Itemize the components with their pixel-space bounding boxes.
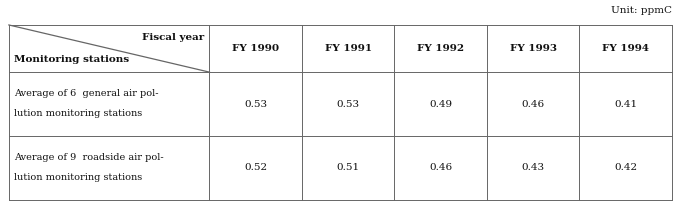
Text: 0.42: 0.42 [614, 163, 637, 172]
Text: FY 1991: FY 1991 [324, 44, 372, 53]
Text: 0.53: 0.53 [244, 99, 267, 109]
Text: Average of 9  roadside air pol-: Average of 9 roadside air pol- [14, 152, 163, 161]
Text: FY 1994: FY 1994 [602, 44, 649, 53]
Text: 0.52: 0.52 [244, 163, 267, 172]
Text: FY 1993: FY 1993 [509, 44, 557, 53]
Text: lution monitoring stations: lution monitoring stations [14, 109, 142, 118]
Text: Average of 6  general air pol-: Average of 6 general air pol- [14, 89, 158, 98]
Text: 0.46: 0.46 [522, 99, 545, 109]
Text: Fiscal year: Fiscal year [141, 33, 204, 42]
Text: 0.51: 0.51 [337, 163, 360, 172]
Text: Monitoring stations: Monitoring stations [14, 55, 129, 64]
Text: FY 1992: FY 1992 [417, 44, 464, 53]
Text: 0.41: 0.41 [614, 99, 637, 109]
Text: 0.46: 0.46 [429, 163, 452, 172]
Text: 0.49: 0.49 [429, 99, 452, 109]
Text: 0.53: 0.53 [337, 99, 360, 109]
Text: FY 1990: FY 1990 [232, 44, 279, 53]
Text: lution monitoring stations: lution monitoring stations [14, 173, 142, 182]
Text: 0.43: 0.43 [522, 163, 545, 172]
Text: Unit: ppmC: Unit: ppmC [611, 6, 672, 15]
